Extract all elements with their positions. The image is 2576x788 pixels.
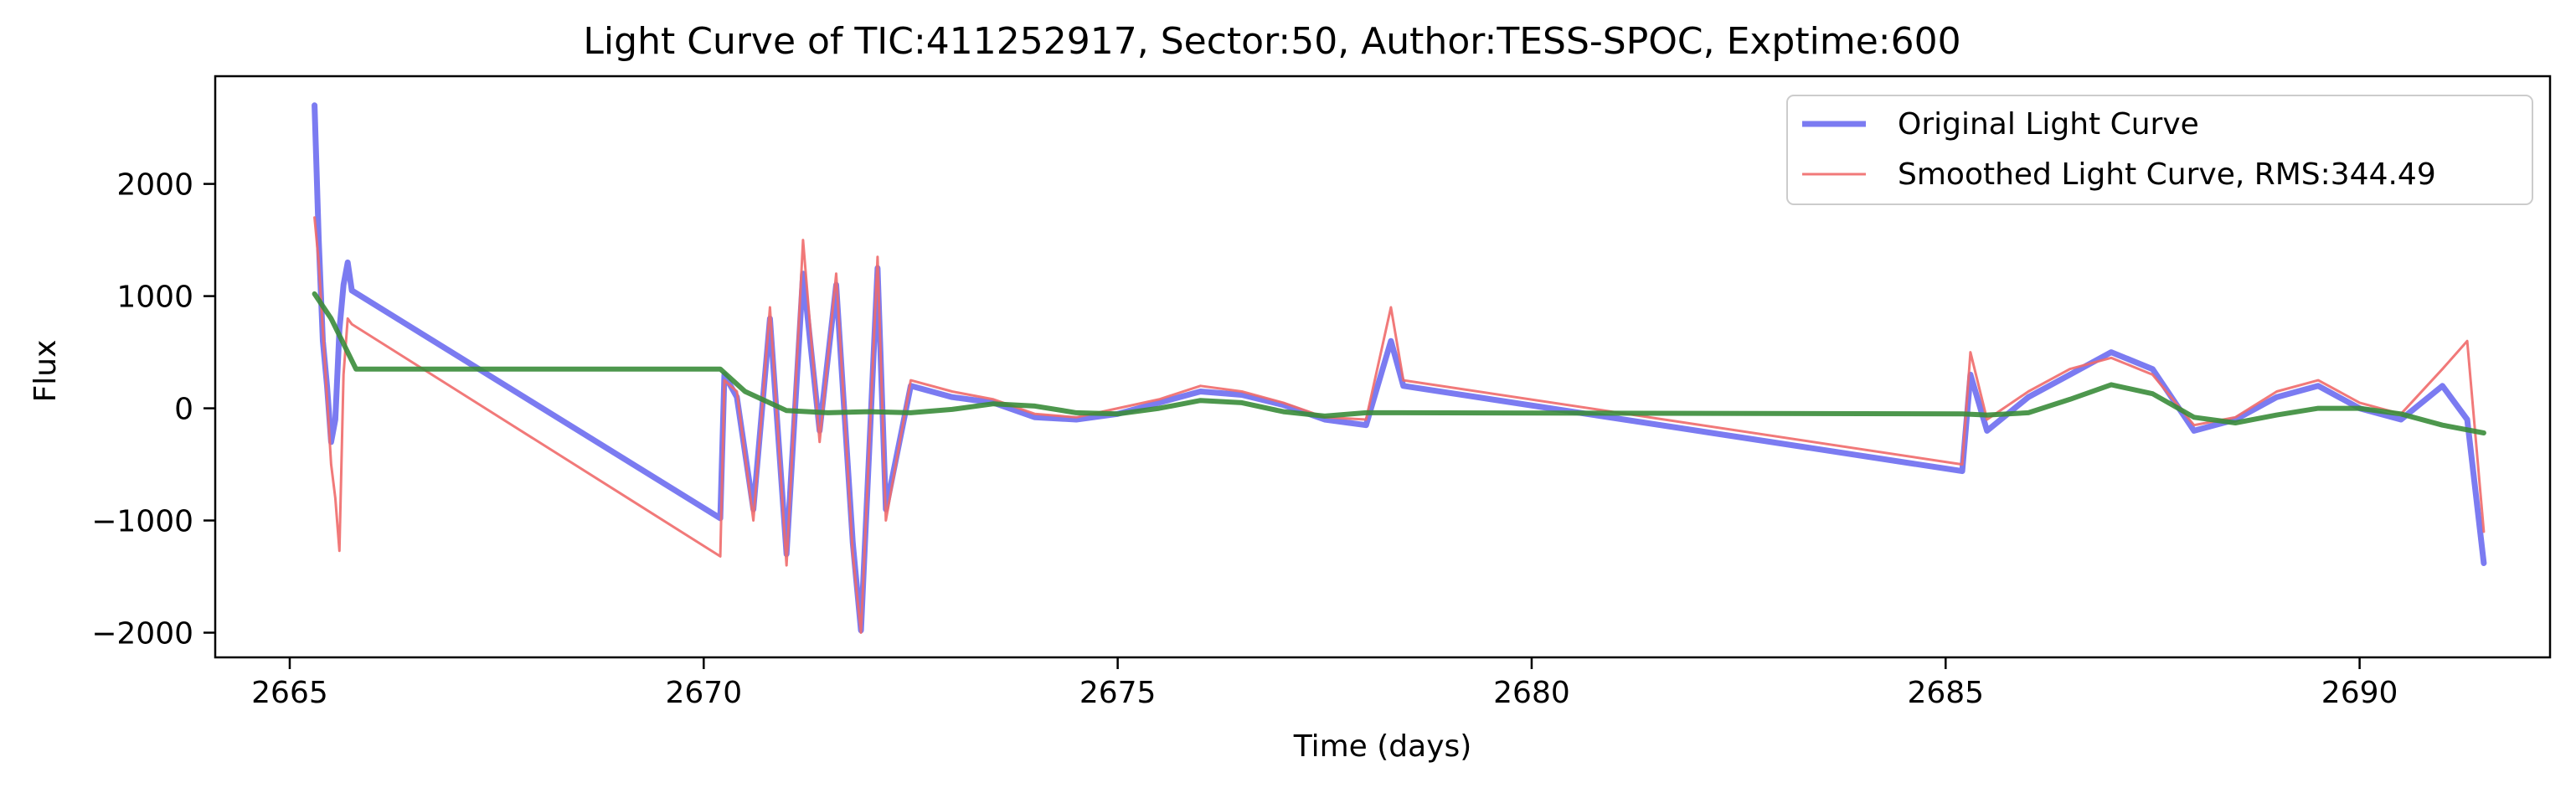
y-tick-label: −2000 — [91, 617, 193, 652]
x-axis-ticks: 2665 2670 2675 2680 2685 2690 — [251, 657, 2398, 710]
plot-frame — [214, 75, 2552, 659]
x-tick-label: 2665 — [251, 676, 328, 710]
x-tick-label: 2680 — [1493, 676, 1570, 710]
y-tick-label: 2000 — [116, 168, 193, 203]
legend: Original Light Curve Smoothed Light Curv… — [1786, 95, 2533, 205]
legend-label-original: Original Light Curve — [1898, 107, 2199, 142]
chart-title: Light Curve of TIC:411252917, Sector:50,… — [583, 20, 1960, 63]
series-line-trend — [312, 291, 2486, 435]
series-line-smoothed — [313, 216, 2486, 634]
y-axis-ticks: −2000 −1000 0 1000 2000 — [91, 168, 215, 652]
x-axis-label: Time (days) — [1293, 729, 1472, 764]
y-tick-label: −1000 — [91, 505, 193, 539]
x-tick-label: 2670 — [665, 676, 742, 710]
x-tick-label: 2685 — [1907, 676, 1984, 710]
y-tick-label: 1000 — [116, 281, 193, 315]
plot-area — [214, 75, 2552, 659]
x-tick-label: 2690 — [2321, 676, 2398, 710]
legend-label-smoothed: Smoothed Light Curve, RMS:344.49 — [1898, 157, 2436, 192]
series-layer — [312, 102, 2487, 634]
x-tick-label: 2675 — [1079, 676, 1157, 710]
y-axis-label: Flux — [28, 340, 63, 403]
y-tick-label: 0 — [174, 393, 193, 427]
legend-box — [1786, 95, 2533, 205]
